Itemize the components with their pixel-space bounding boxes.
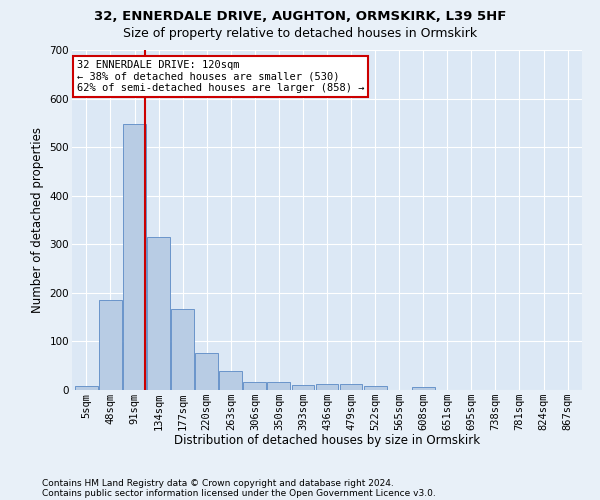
Text: Size of property relative to detached houses in Ormskirk: Size of property relative to detached ho… [123,28,477,40]
Bar [99,300,122,390]
Bar [340,384,362,390]
Bar [195,353,218,390]
Bar [268,382,290,390]
Bar [316,384,338,390]
Text: Contains HM Land Registry data © Crown copyright and database right 2024.: Contains HM Land Registry data © Crown c… [42,478,394,488]
Bar [75,386,98,390]
Bar [364,386,386,390]
Bar [220,370,242,390]
X-axis label: Distribution of detached houses by size in Ormskirk: Distribution of detached houses by size … [174,434,480,448]
Bar [292,384,314,390]
Text: 32 ENNERDALE DRIVE: 120sqm
← 38% of detached houses are smaller (530)
62% of sem: 32 ENNERDALE DRIVE: 120sqm ← 38% of deta… [77,60,364,93]
Bar [244,382,266,390]
Bar [123,124,146,390]
Y-axis label: Number of detached properties: Number of detached properties [31,127,44,313]
Bar [171,309,194,390]
Text: 32, ENNERDALE DRIVE, AUGHTON, ORMSKIRK, L39 5HF: 32, ENNERDALE DRIVE, AUGHTON, ORMSKIRK, … [94,10,506,23]
Bar [147,237,170,390]
Bar [412,387,434,390]
Text: Contains public sector information licensed under the Open Government Licence v3: Contains public sector information licen… [42,488,436,498]
